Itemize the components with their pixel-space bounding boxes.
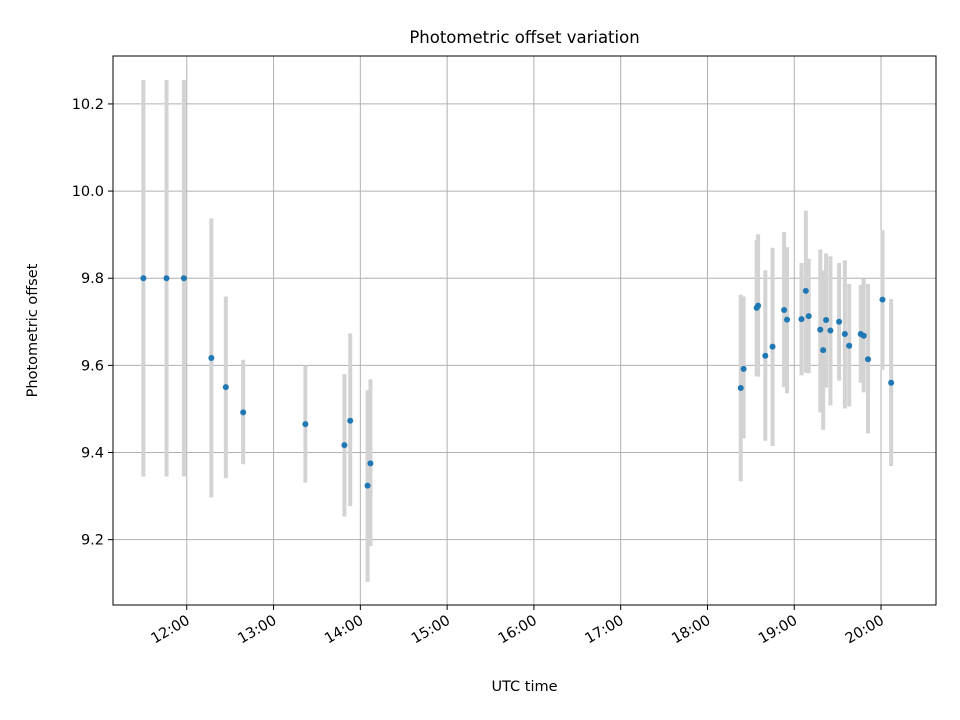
data-point bbox=[888, 379, 895, 386]
data-point bbox=[846, 342, 853, 349]
chart-title: Photometric offset variation bbox=[409, 28, 639, 47]
y-tick-label: 9.8 bbox=[81, 271, 104, 287]
data-point bbox=[820, 347, 827, 354]
data-point bbox=[865, 356, 872, 363]
y-axis-label: Photometric offset bbox=[25, 263, 41, 397]
data-point bbox=[240, 409, 247, 416]
data-point bbox=[180, 275, 187, 282]
data-point bbox=[737, 385, 744, 392]
data-point bbox=[781, 307, 788, 314]
data-point bbox=[784, 316, 791, 323]
data-point bbox=[347, 417, 354, 424]
data-point bbox=[802, 287, 809, 294]
data-point bbox=[762, 352, 769, 359]
data-point bbox=[841, 330, 848, 337]
data-point bbox=[222, 384, 229, 391]
data-point bbox=[823, 317, 830, 324]
data-point bbox=[827, 327, 834, 334]
data-point bbox=[817, 326, 824, 333]
data-point bbox=[740, 365, 747, 372]
plot-frame bbox=[112, 55, 937, 606]
y-tick-label: 9.4 bbox=[81, 446, 104, 462]
y-tick-label: 10.0 bbox=[72, 184, 104, 200]
data-point bbox=[860, 332, 867, 339]
y-tick-label: 9.6 bbox=[81, 358, 104, 374]
data-point bbox=[367, 460, 374, 467]
data-point bbox=[879, 296, 886, 303]
data-point bbox=[341, 442, 348, 449]
data-point bbox=[302, 421, 309, 428]
data-point bbox=[798, 316, 805, 323]
grid-lines bbox=[113, 56, 936, 605]
data-point bbox=[364, 482, 371, 489]
data-point bbox=[163, 275, 170, 282]
y-tick-label: 9.2 bbox=[81, 533, 104, 549]
data-point bbox=[769, 343, 776, 350]
data-point bbox=[755, 302, 762, 309]
data-point bbox=[140, 275, 147, 282]
data-points bbox=[140, 275, 895, 489]
data-point bbox=[208, 354, 215, 361]
y-tick-label: 10.2 bbox=[72, 97, 104, 113]
x-axis-label: UTC time bbox=[491, 679, 557, 695]
y-axis-ticks: 9.2 9.4 9.6 9.8 10.0 10.2 bbox=[72, 97, 113, 549]
data-point bbox=[836, 318, 843, 325]
data-point bbox=[805, 313, 812, 320]
